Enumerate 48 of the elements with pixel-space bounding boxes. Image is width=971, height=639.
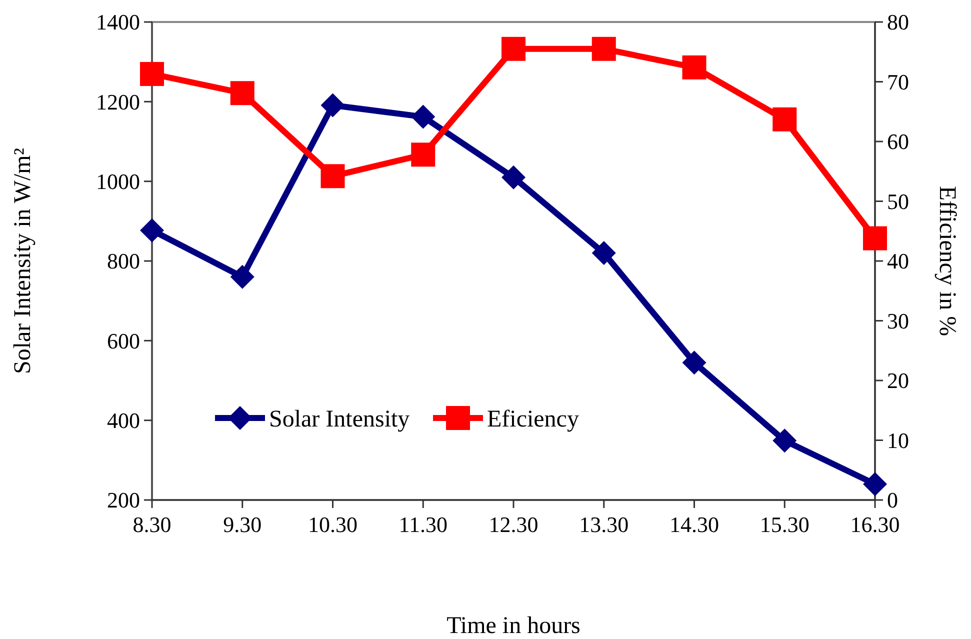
legend-label: Eficiency [487,406,579,432]
point [411,142,436,167]
x-tick-label: 9.30 [223,512,262,537]
x-axis-title: Time in hours [446,613,580,639]
point [140,218,164,242]
y-tick-label: 1200 [96,89,140,114]
y-tick-label: 200 [107,488,140,513]
y-tick-label: 600 [107,328,140,354]
y2-tick-label: 60 [887,129,909,154]
x-tick-label: 16.30 [850,512,900,537]
y2-tick-label: 40 [887,248,909,274]
point [863,226,887,250]
point [772,428,797,453]
y2-tick-label: 50 [887,188,909,214]
point [230,264,254,289]
x-tick-label: 11.30 [398,512,448,537]
point [772,107,797,132]
y-tick-label: 400 [107,408,140,434]
point [682,55,706,80]
y2-tick-label: 20 [887,368,909,394]
point [863,472,887,496]
point [230,81,254,106]
point [592,36,616,61]
x-tick-label: 10.30 [308,512,358,537]
y-tick-label: 1400 [96,10,140,35]
y2-tick-label: 10 [887,428,909,453]
point [502,36,526,61]
x-tick-label: 14.30 [670,512,719,537]
point [502,165,526,190]
y-tick-label: 1000 [96,169,140,194]
y2-axis-title: Efficiency in % [934,186,960,336]
point [320,164,345,188]
point [682,350,706,375]
x-tick-label: 12.30 [488,512,538,537]
y2-tick-label: 30 [887,308,909,334]
point [140,62,164,86]
point [320,93,345,118]
legend-label: Solar Intensity [269,406,410,432]
y2-tick-label: 0 [887,488,898,513]
point [411,104,436,129]
point [592,241,616,266]
y-axis-title: Solar Intensity in W/m² [10,148,36,374]
y-tick-label: 800 [107,248,140,274]
x-tick-label: 8.30 [132,512,172,537]
x-tick-label: 15.30 [760,512,810,537]
y2-tick-label: 70 [887,69,909,94]
y2-tick-label: 80 [887,10,909,35]
x-tick-label: 13.30 [579,512,629,537]
